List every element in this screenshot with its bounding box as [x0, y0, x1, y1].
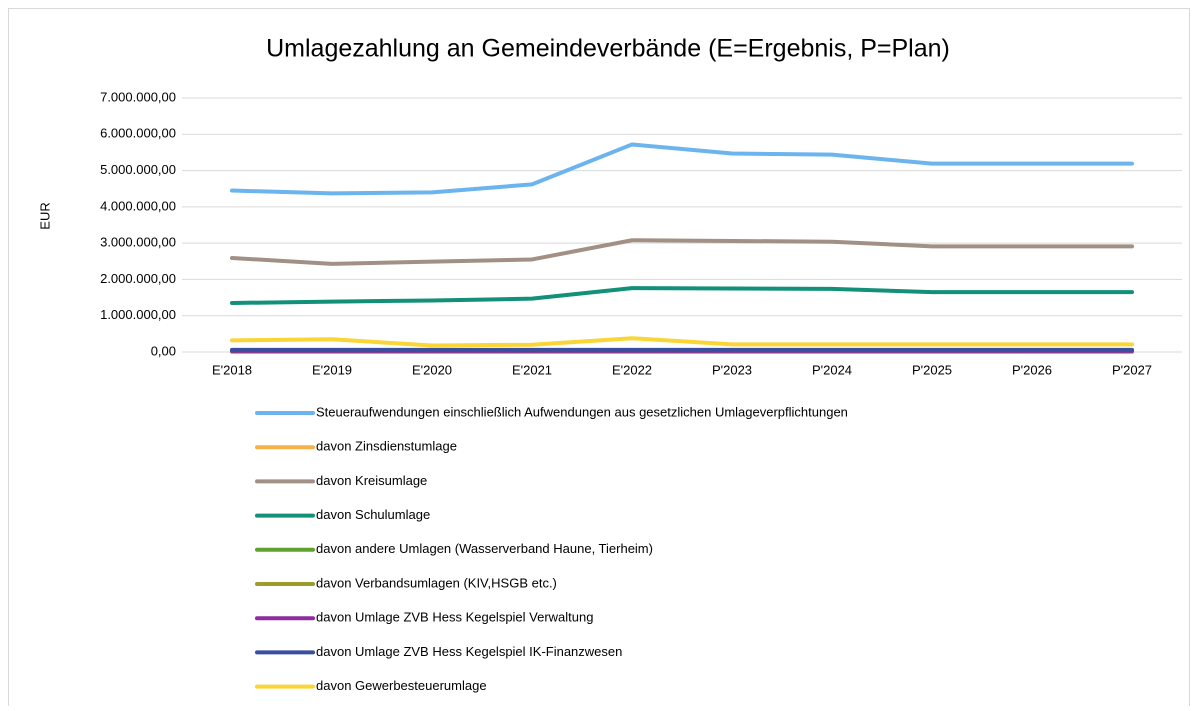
y-tick-label: 4.000.000,00: [100, 198, 176, 213]
x-tick-label: P'2027: [1112, 362, 1152, 377]
legend-label: Steueraufwendungen einschließlich Aufwen…: [316, 404, 848, 419]
y-axis-label: EUR: [37, 202, 52, 229]
y-tick-label: 7.000.000,00: [100, 89, 176, 104]
x-tick-label: P'2025: [912, 362, 952, 377]
y-tick-label: 3.000.000,00: [100, 235, 176, 250]
y-tick-label: 1.000.000,00: [100, 307, 176, 322]
chart-title: Umlagezahlung an Gemeindeverbände (E=Erg…: [266, 35, 950, 63]
y-tick-label: 5.000.000,00: [100, 162, 176, 177]
series-line: [230, 336, 1134, 348]
x-tick-label: P'2023: [712, 362, 752, 377]
x-tick-label: E'2022: [612, 362, 652, 377]
series-line: [230, 142, 1134, 196]
x-tick-label: E'2020: [412, 362, 452, 377]
y-tick-label: 0,00: [151, 343, 176, 358]
x-tick-label: E'2019: [312, 362, 352, 377]
y-tick-label: 6.000.000,00: [100, 126, 176, 141]
series-line: [230, 238, 1134, 266]
x-tick-label: E'2021: [512, 362, 552, 377]
legend-label: davon Schulumlage: [316, 507, 430, 522]
x-tick-label: P'2024: [812, 362, 852, 377]
legend-label: davon Umlage ZVB Hess Kegelspiel IK-Fina…: [316, 644, 622, 659]
legend-label: davon Umlage ZVB Hess Kegelspiel Verwalt…: [316, 610, 593, 625]
x-tick-label: P'2026: [1012, 362, 1052, 377]
series-line: [230, 286, 1134, 306]
chart-frame: [8, 8, 1190, 711]
legend-label: davon andere Umlagen (Wasserverband Haun…: [316, 541, 653, 556]
legend-label: davon Kreisumlage: [316, 473, 427, 488]
legend-label: davon Verbandsumlagen (KIV,HSGB etc.): [316, 575, 557, 590]
y-tick-label: 2.000.000,00: [100, 271, 176, 286]
legend-label: davon Gewerbesteuerumlage: [316, 678, 487, 693]
x-tick-label: E'2018: [212, 362, 252, 377]
legend-label: davon Zinsdienstumlage: [316, 439, 457, 454]
